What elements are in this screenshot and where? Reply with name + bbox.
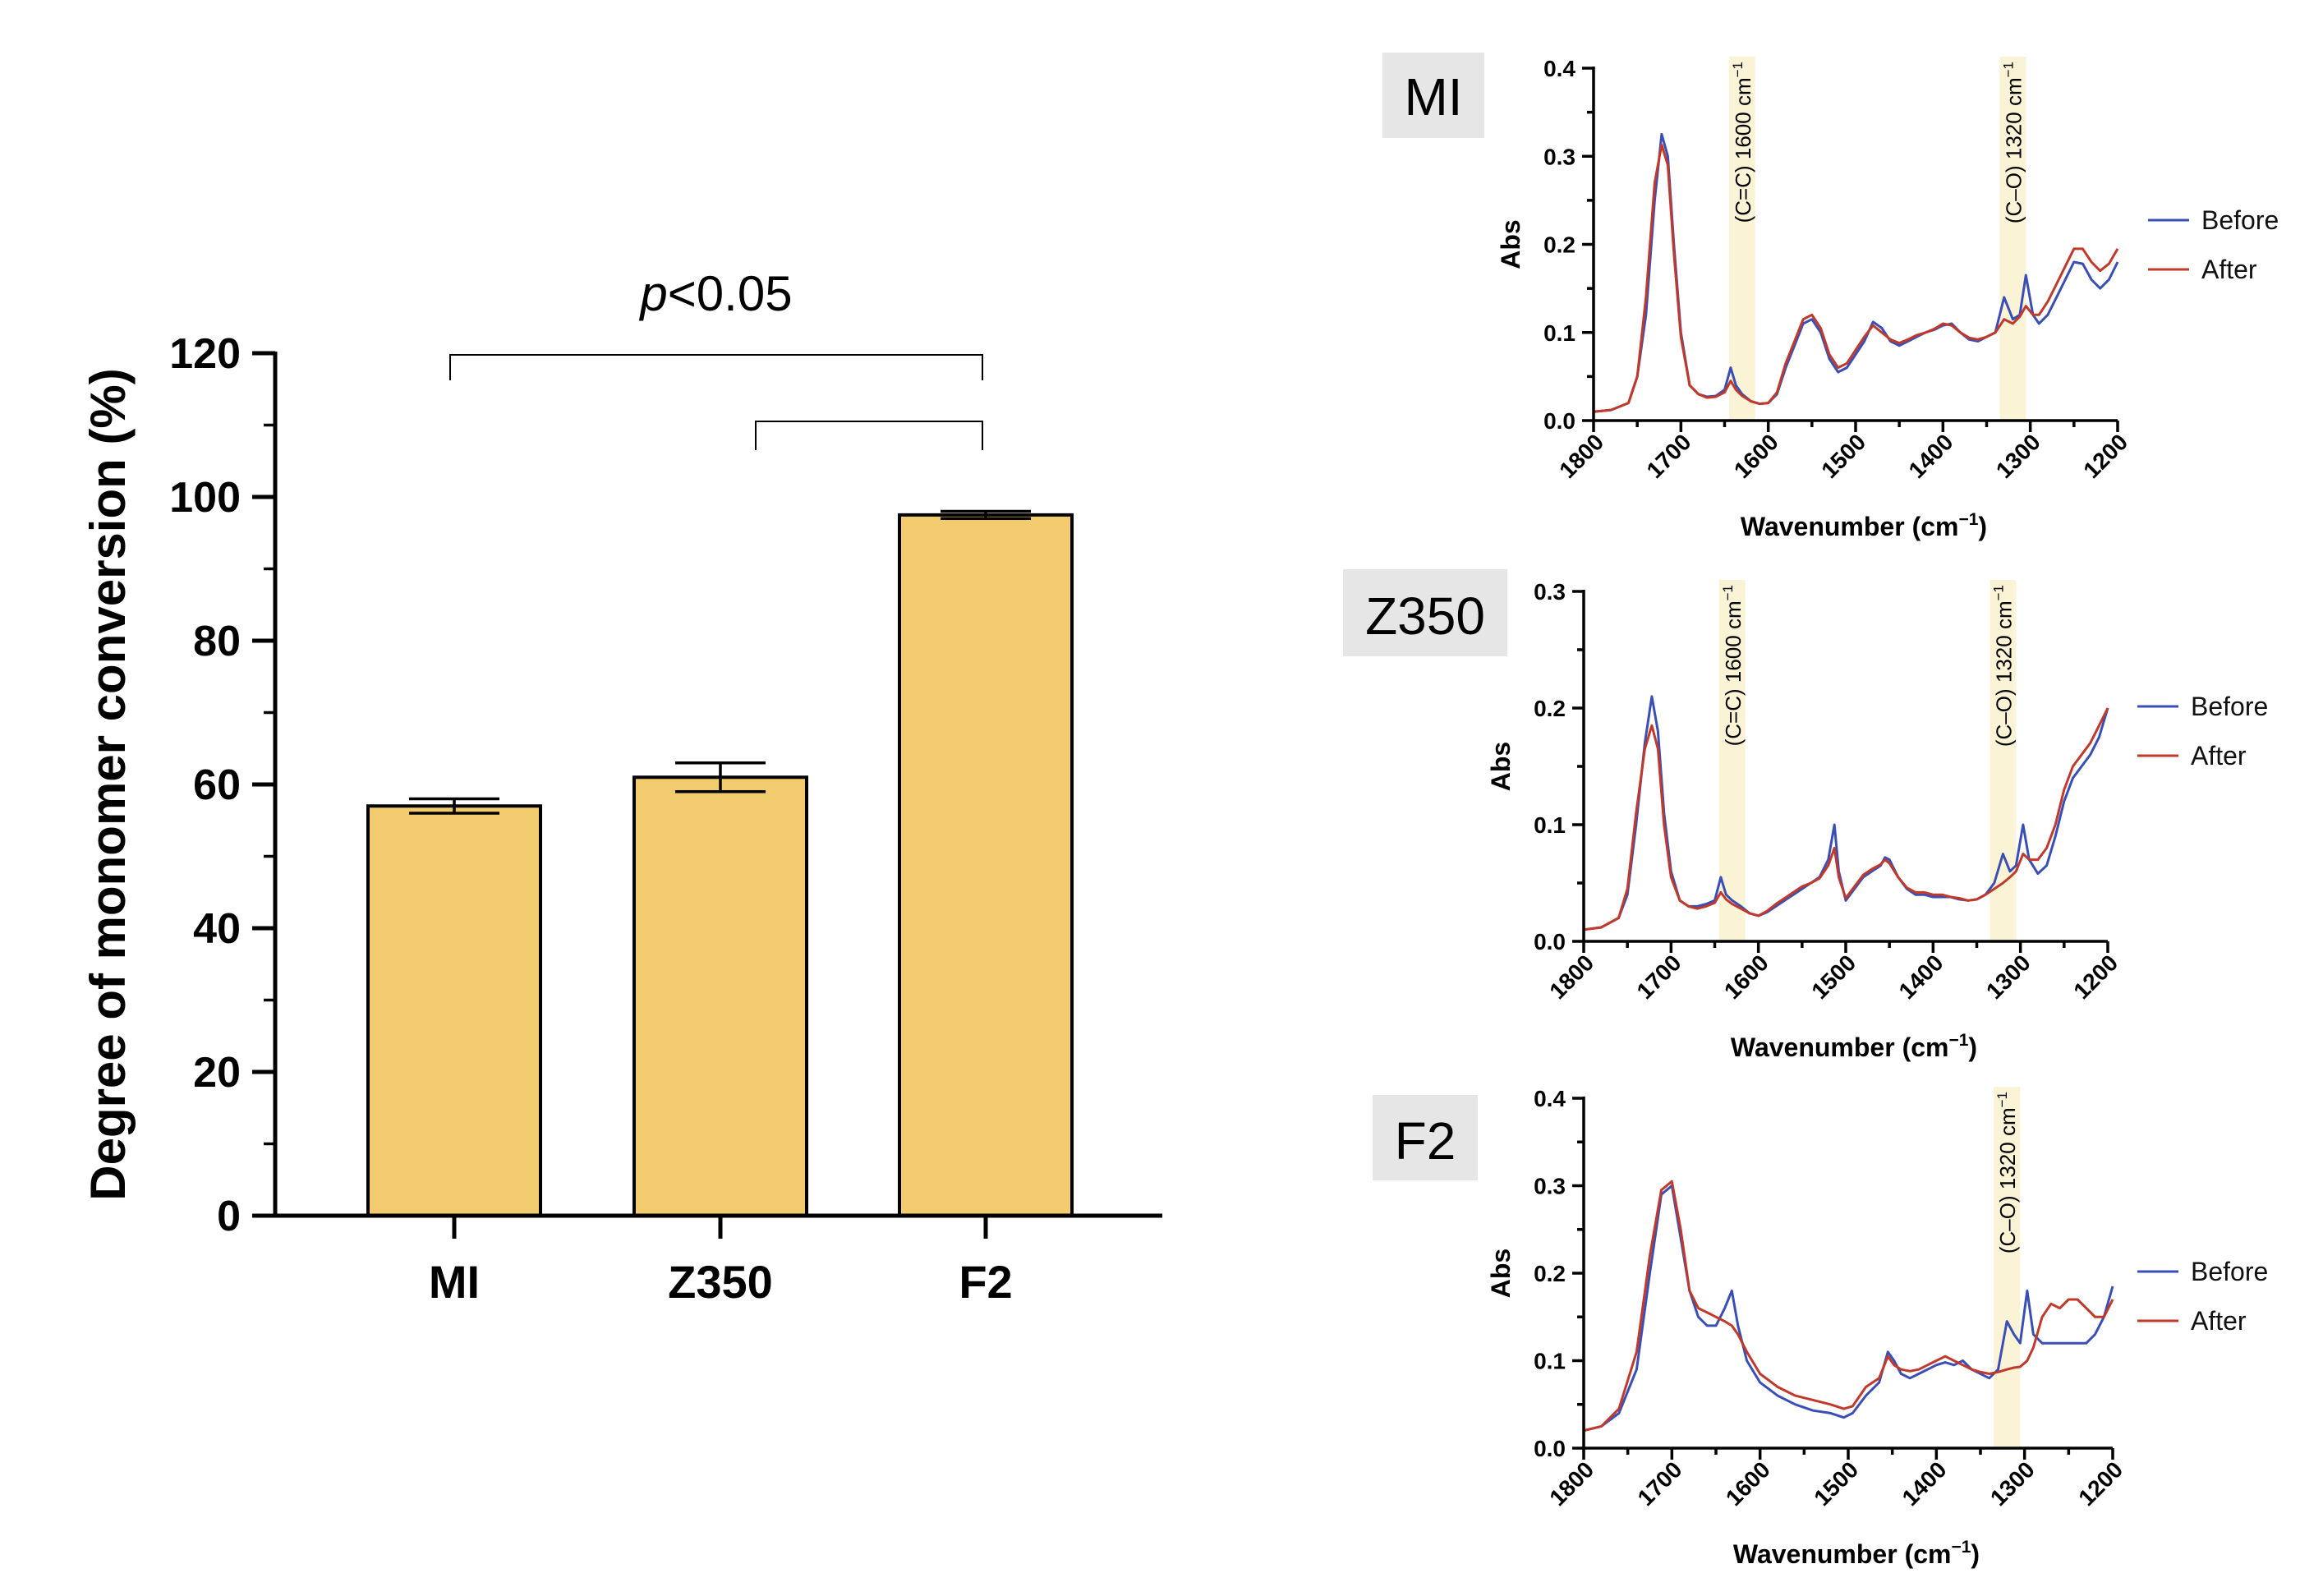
- band-label: (C–O) 1320 cm−1: [1990, 585, 2016, 747]
- series-line-before: [1593, 132, 2119, 413]
- spectrum-x-tick-label: 1300: [1985, 1456, 2040, 1511]
- bar-f2: [898, 513, 1074, 1217]
- spectrum-y-tick-label: 0.3: [1543, 144, 1576, 169]
- bar-y-tick-label: 80: [193, 618, 241, 665]
- highlight-band: [1999, 57, 2026, 421]
- legend-label-after: After: [2191, 1306, 2247, 1336]
- series-line-before: [1583, 1184, 2114, 1433]
- spectrum-x-tick-label: 1400: [1898, 1456, 1952, 1511]
- spectrum-panel-f2: F2 (C–O) 1320 cm−1 0.0 0.1 0.2 0.3 0.4 1800 1700…: [1373, 1086, 2268, 1569]
- spectrum-y-axis-label: Abs: [1496, 219, 1525, 269]
- panel-label-box: [1373, 1095, 1478, 1180]
- spectrum-legend: Before After: [2137, 1257, 2268, 1336]
- significance-label: p<0.05: [638, 266, 792, 321]
- series-line-after: [1593, 143, 2119, 413]
- spectrum-y-tick-label: 0.2: [1543, 232, 1576, 258]
- bar-y-tick-label: 20: [193, 1049, 241, 1097]
- spectrum-y-tick-label: 0.2: [1534, 1261, 1566, 1286]
- bar-y-tick-label: 60: [193, 761, 241, 809]
- legend-label-after: After: [2201, 255, 2257, 284]
- spectrum-x-tick-label: 1500: [1816, 429, 1870, 483]
- bar-y-tick-label: 100: [169, 474, 241, 522]
- spectrum-y-tick-label: 0.0: [1534, 1436, 1566, 1461]
- legend-label-before: Before: [2191, 1257, 2268, 1286]
- highlight-band: [1994, 1087, 2021, 1448]
- spectrum-y-tick-label: 0.1: [1534, 1349, 1566, 1374]
- bar-category-label: F2: [959, 1256, 1012, 1308]
- bar-y-tick-label: 0: [217, 1193, 241, 1240]
- bar-mi: [366, 804, 542, 1217]
- panel-label-box: [1343, 569, 1507, 656]
- spectrum-x-tick-label: 1200: [2068, 950, 2123, 1004]
- spectrum-x-tick-label: 1800: [1544, 950, 1598, 1004]
- panel-label-box: [1382, 53, 1484, 138]
- highlight-band: [1718, 580, 1746, 941]
- spectrum-x-tick-label: 1600: [1729, 429, 1783, 483]
- spectrum-y-axis-label: Abs: [1486, 1249, 1516, 1298]
- spectrum-y-tick-label: 0.3: [1534, 1174, 1566, 1199]
- error-bar-f2: [941, 509, 1031, 520]
- panel-label: F2: [1395, 1111, 1456, 1171]
- spectrum-x-axis-label: Wavenumber (cm−1): [1741, 510, 1987, 541]
- spectrum-x-tick-label: 1700: [1632, 950, 1686, 1004]
- spectrum-x-tick-label: 1700: [1633, 1456, 1687, 1511]
- spectrum-x-tick-label: 1700: [1642, 429, 1696, 483]
- spectrum-x-tick-label: 1600: [1719, 950, 1773, 1004]
- spectrum-x-tick-label: 1500: [1806, 950, 1861, 1004]
- bracket-z350-f2: [755, 421, 983, 450]
- bracket-mi-f2: [449, 354, 983, 380]
- spectrum-x-tick-label: 1300: [1981, 950, 2036, 1004]
- spectrum-y-tick-label: 0.0: [1543, 408, 1576, 434]
- bar-y-axis-label: Degree of monomer conversion (%): [80, 368, 136, 1201]
- spectrum-panel-mi: MI (C=C) 1600 cm−1 (C–O) 1320 cm−1 0.0 0.1 0.…: [1382, 53, 2279, 541]
- spectrum-x-tick-label: 1200: [2073, 1456, 2128, 1511]
- spectrum-x-tick-label: 1800: [1554, 429, 1608, 483]
- spectrum-x-axis-label: Wavenumber (cm−1): [1731, 1031, 1977, 1062]
- series-line-after: [1583, 1180, 2114, 1433]
- series-line-after: [1583, 707, 2109, 931]
- band-label: (C=C) 1600 cm−1: [1730, 62, 1755, 223]
- spectrum-x-tick-label: 1600: [1721, 1456, 1775, 1511]
- spectrum-panel-z350: Z350 (C=C) 1600 cm−1 (C–O) 1320 cm−1 0.0 0.1…: [1343, 569, 2268, 1062]
- spectrum-legend: Before After: [2148, 205, 2279, 284]
- spectrum-y-tick-label: 0.3: [1534, 579, 1566, 605]
- legend-label-before: Before: [2191, 692, 2268, 721]
- band-label: (C–O) 1320 cm−1: [2000, 62, 2026, 223]
- panel-label: MI: [1404, 67, 1462, 126]
- spectrum-y-tick-label: 0.4: [1543, 56, 1576, 81]
- bar-category-label: Z350: [668, 1256, 773, 1308]
- spectrum-y-tick-label: 0.1: [1543, 320, 1576, 346]
- bar-y-tick-label: 40: [193, 905, 241, 953]
- bar-z350: [632, 775, 808, 1217]
- spectrum-x-tick-label: 1800: [1544, 1456, 1598, 1511]
- legend-label-before: Before: [2201, 205, 2279, 235]
- spectrum-x-tick-label: 1500: [1809, 1456, 1863, 1511]
- panel-label: Z350: [1365, 586, 1485, 646]
- spectrum-y-axis-label: Abs: [1486, 742, 1516, 791]
- spectrum-y-tick-label: 0.1: [1534, 812, 1566, 838]
- spectrum-legend: Before After: [2137, 692, 2268, 770]
- legend-label-after: After: [2191, 741, 2247, 770]
- error-bar-z350: [675, 761, 766, 793]
- spectrum-x-tick-label: 1300: [1991, 429, 2045, 483]
- spectrum-y-tick-label: 0.4: [1534, 1086, 1566, 1111]
- spectrum-x-tick-label: 1200: [2078, 429, 2132, 483]
- band-label: (C=C) 1600 cm−1: [1720, 585, 1746, 746]
- spectrum-x-axis-label: Wavenumber (cm−1): [1733, 1538, 1980, 1569]
- spectrum-y-tick-label: 0.2: [1534, 696, 1566, 721]
- band-label: (C–O) 1320 cm−1: [1994, 1092, 2020, 1253]
- bar-y-tick-label: 120: [169, 330, 241, 378]
- spectrum-x-tick-label: 1400: [1894, 950, 1948, 1004]
- bar-category-label: MI: [429, 1256, 480, 1308]
- error-bar-mi: [409, 797, 499, 815]
- spectrum-x-tick-label: 1400: [1904, 429, 1958, 483]
- significance-annotation: p<0.05: [449, 266, 983, 450]
- highlight-band: [1728, 57, 1755, 421]
- spectrum-y-tick-label: 0.0: [1534, 929, 1566, 954]
- bar-chart: 0 20 40 60 80 100 120 MI Z350 F2 Degree of monomer…: [80, 266, 1162, 1308]
